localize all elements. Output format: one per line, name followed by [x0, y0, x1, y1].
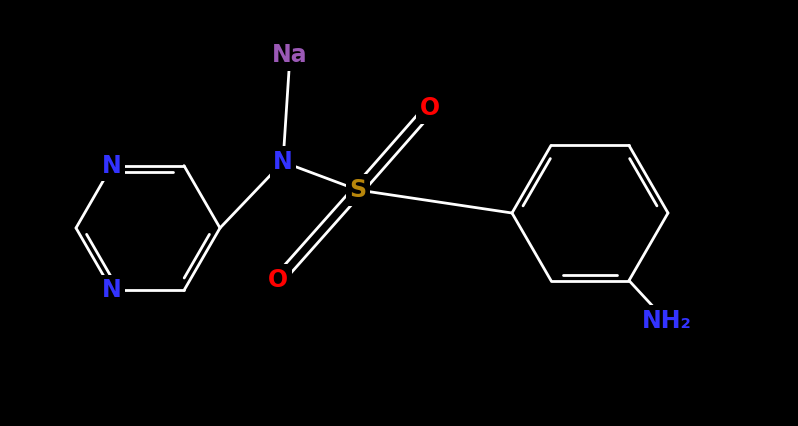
Text: O: O [420, 96, 440, 120]
Text: N: N [102, 154, 122, 178]
Text: O: O [268, 268, 288, 292]
Text: S: S [350, 178, 366, 202]
Text: N: N [102, 278, 122, 302]
Text: N: N [273, 150, 293, 174]
Text: Na: Na [272, 43, 308, 67]
Text: NH₂: NH₂ [642, 308, 692, 333]
